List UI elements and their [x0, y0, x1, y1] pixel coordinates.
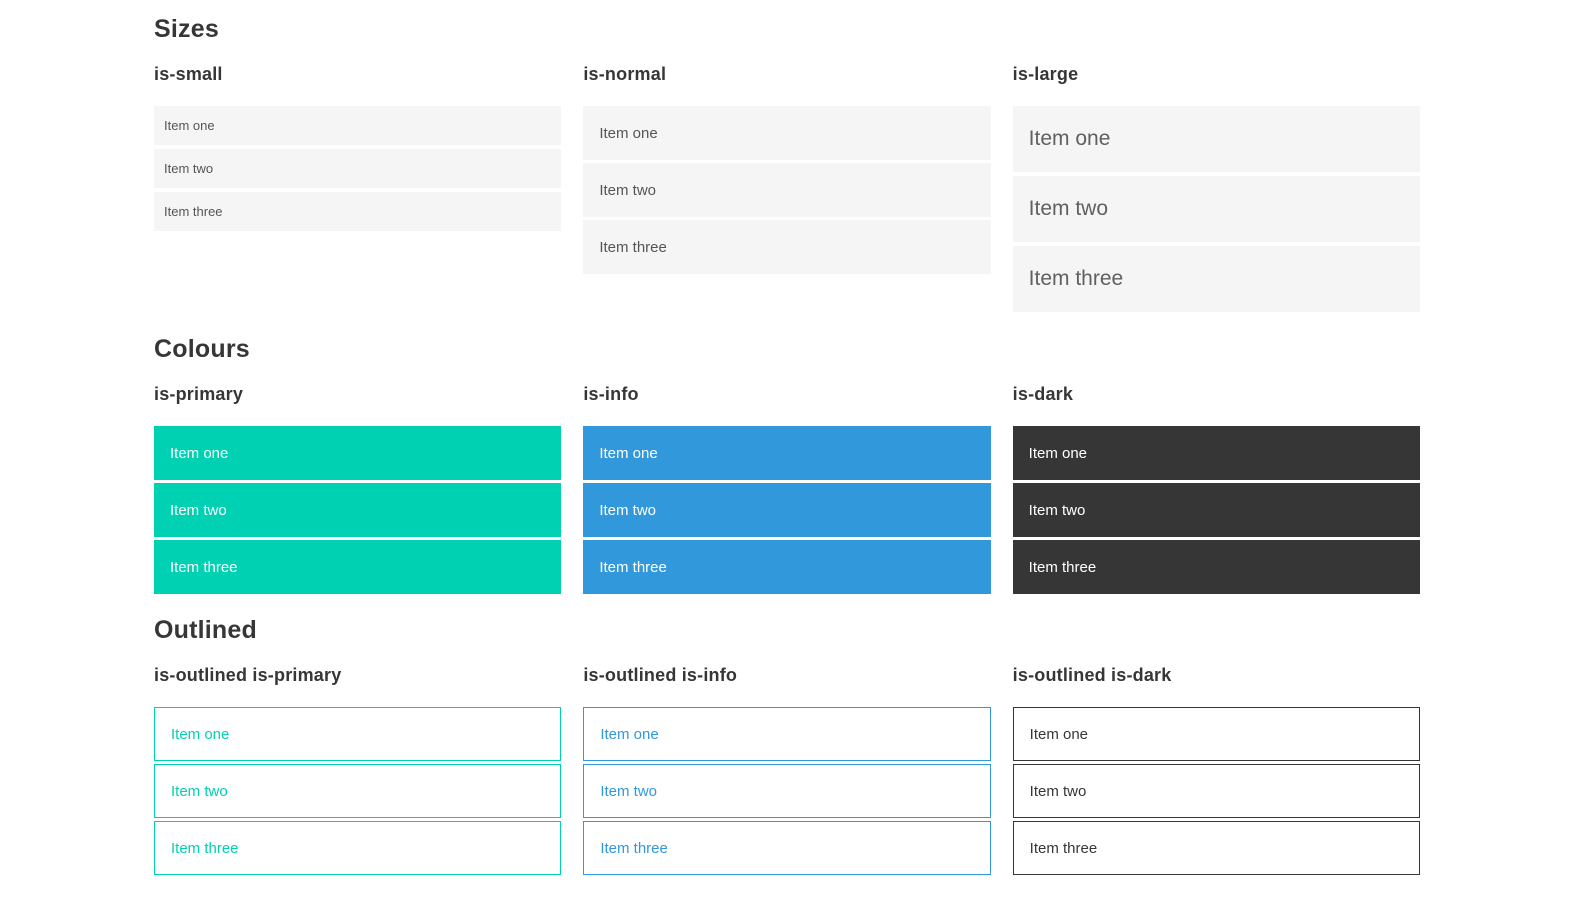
list-item[interactable]: Item two: [583, 163, 991, 217]
list-item[interactable]: Item three: [1012, 821, 1420, 875]
list-item[interactable]: Item two: [1012, 483, 1420, 537]
colours-columns: is-primary Item one Item two Item three …: [154, 383, 1420, 597]
list-item[interactable]: Item one: [154, 426, 562, 480]
list-item[interactable]: Item three: [1012, 246, 1420, 312]
list-item[interactable]: Item one: [1012, 106, 1420, 172]
section-colours: Colours is-primary Item one Item two Ite…: [154, 334, 1420, 597]
group-label-is-primary: is-primary: [154, 384, 244, 404]
list-item[interactable]: Item one: [583, 707, 991, 761]
list-item[interactable]: Item three: [583, 821, 991, 875]
item-list-small: Item one Item two Item three: [154, 106, 562, 231]
list-group-is-normal: is-normal Item one Item two Item three: [583, 63, 991, 316]
list-item[interactable]: Item two: [1012, 764, 1420, 818]
section-outlined: Outlined is-outlined is-primary Item one…: [154, 615, 1420, 878]
section-sizes: Sizes is-small Item one Item two Item th…: [154, 14, 1420, 316]
group-label-is-small: is-small: [154, 64, 223, 84]
item-list-dark: Item one Item two Item three: [1012, 426, 1420, 594]
list-group-is-outlined-is-primary: is-outlined is-primary Item one Item two…: [154, 664, 562, 878]
list-item[interactable]: Item three: [583, 540, 991, 594]
list-item[interactable]: Item two: [1012, 176, 1420, 242]
group-label-is-info: is-info: [583, 384, 639, 404]
group-label-is-outlined-is-info: is-outlined is-info: [583, 665, 738, 685]
list-item[interactable]: Item three: [583, 220, 991, 274]
item-list-outlined-info: Item one Item two Item three: [583, 707, 991, 875]
list-item[interactable]: Item two: [154, 149, 562, 188]
item-list-outlined-primary: Item one Item two Item three: [154, 707, 562, 875]
list-component-docs-page: Sizes is-small Item one Item two Item th…: [154, 14, 1420, 878]
list-item[interactable]: Item two: [583, 764, 991, 818]
list-item[interactable]: Item two: [154, 483, 562, 537]
item-list-outlined-dark: Item one Item two Item three: [1012, 707, 1420, 875]
group-label-is-normal: is-normal: [583, 64, 667, 84]
group-label-is-large: is-large: [1012, 64, 1079, 84]
list-group-is-info: is-info Item one Item two Item three: [583, 383, 991, 597]
list-item[interactable]: Item three: [154, 192, 562, 231]
item-list-large: Item one Item two Item three: [1012, 106, 1420, 312]
item-list-primary: Item one Item two Item three: [154, 426, 562, 594]
group-label-is-outlined-is-primary: is-outlined is-primary: [154, 665, 342, 685]
item-list-info: Item one Item two Item three: [583, 426, 991, 594]
list-group-is-dark: is-dark Item one Item two Item three: [1012, 383, 1420, 597]
section-title-colours: Colours: [154, 335, 250, 363]
list-item[interactable]: Item one: [154, 106, 562, 145]
list-item[interactable]: Item three: [1012, 540, 1420, 594]
list-group-is-primary: is-primary Item one Item two Item three: [154, 383, 562, 597]
list-item[interactable]: Item two: [583, 483, 991, 537]
section-title-sizes: Sizes: [154, 15, 219, 43]
list-item[interactable]: Item one: [1012, 707, 1420, 761]
list-item[interactable]: Item three: [154, 821, 562, 875]
list-group-is-outlined-is-dark: is-outlined is-dark Item one Item two It…: [1012, 664, 1420, 878]
group-label-is-dark: is-dark: [1012, 384, 1074, 404]
list-item[interactable]: Item one: [1012, 426, 1420, 480]
list-group-is-large: is-large Item one Item two Item three: [1012, 63, 1420, 316]
outlined-columns: is-outlined is-primary Item one Item two…: [154, 664, 1420, 878]
list-group-is-outlined-is-info: is-outlined is-info Item one Item two It…: [583, 664, 991, 878]
sizes-columns: is-small Item one Item two Item three is…: [154, 63, 1420, 316]
list-group-is-small: is-small Item one Item two Item three: [154, 63, 562, 316]
list-item[interactable]: Item two: [154, 764, 562, 818]
list-item[interactable]: Item one: [583, 426, 991, 480]
item-list-normal: Item one Item two Item three: [583, 106, 991, 274]
list-item[interactable]: Item one: [154, 707, 562, 761]
list-item[interactable]: Item one: [583, 106, 991, 160]
list-item[interactable]: Item three: [154, 540, 562, 594]
group-label-is-outlined-is-dark: is-outlined is-dark: [1012, 665, 1172, 685]
section-title-outlined: Outlined: [154, 616, 257, 644]
